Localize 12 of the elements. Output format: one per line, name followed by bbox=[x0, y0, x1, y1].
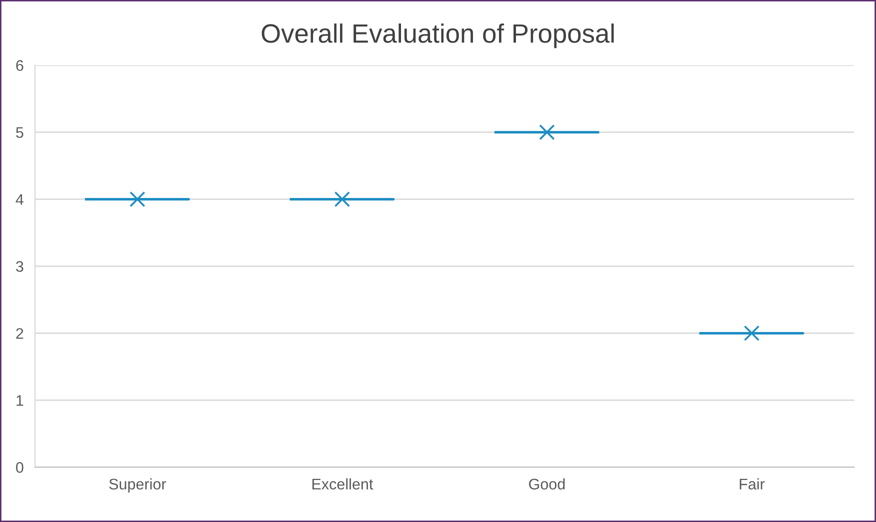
x-tick-label: Excellent bbox=[312, 478, 374, 490]
chart-title: Overall Evaluation of Proposal bbox=[262, 23, 614, 48]
y-tick-label: 4 bbox=[16, 194, 24, 205]
x-tick-label: Superior bbox=[109, 478, 166, 493]
x-tick-label: Fair bbox=[740, 478, 765, 490]
y-tick-label: 3 bbox=[16, 261, 24, 272]
y-tick-label: 2 bbox=[16, 328, 24, 339]
y-tick-label: 5 bbox=[16, 127, 24, 138]
y-tick-label: 6 bbox=[16, 60, 24, 71]
y-tick-label: 0 bbox=[16, 462, 24, 473]
y-tick-label: 1 bbox=[16, 395, 24, 406]
x-tick-label: Good bbox=[529, 478, 565, 490]
